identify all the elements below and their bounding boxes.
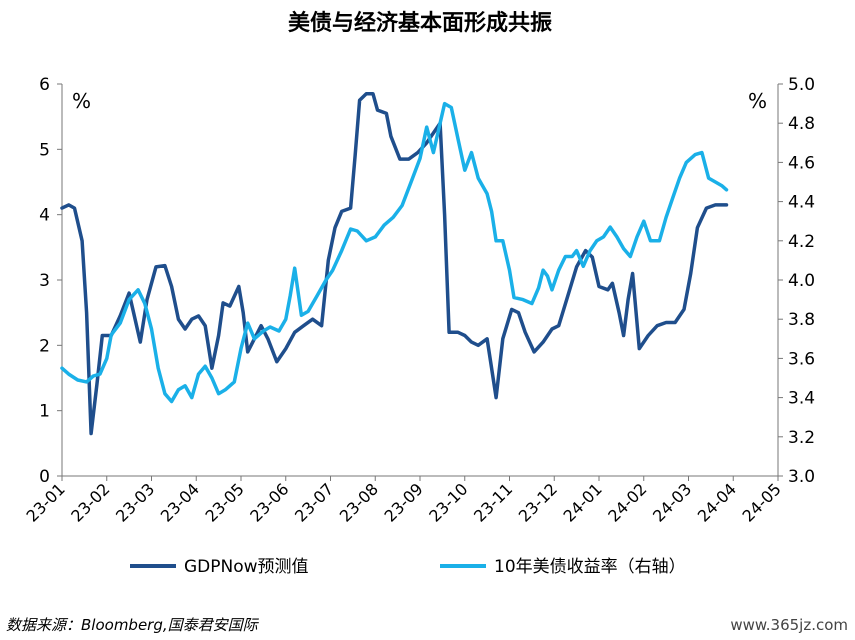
plot-area: 0 1 2 3 4 5 6 3.0 3.2 3.4 3.6 3.8 4.0 4.2 4.4 4.6 4.8 5.0… xyxy=(23,75,816,526)
x-tick-label: 23-08 xyxy=(336,479,382,525)
x-tick-label: 23-02 xyxy=(67,479,113,525)
right-tick-label: 3.2 xyxy=(788,428,815,448)
left-tick-label: 5 xyxy=(39,140,50,160)
left-tick-label: 1 xyxy=(39,402,50,422)
legend: GDPNow预测值 10年美债收益率（右轴） xyxy=(130,557,686,577)
right-tick-label: 4.6 xyxy=(788,153,815,173)
source-note: 数据来源：Bloomberg,国泰君安国际 xyxy=(6,616,260,634)
x-tick-label: 23-07 xyxy=(291,479,337,525)
x-tick-label: 24-05 xyxy=(739,479,785,525)
x-tick-label: 24-04 xyxy=(694,479,740,525)
x-tick-label: 23-04 xyxy=(157,479,203,525)
right-tick-label: 5.0 xyxy=(788,75,815,95)
x-tick-label: 23-10 xyxy=(425,479,471,525)
left-tick-label: 3 xyxy=(39,271,50,291)
x-tick-label: 23-03 xyxy=(112,479,158,525)
right-tick-label: 4.8 xyxy=(788,114,815,134)
x-tick-label: 24-03 xyxy=(649,479,695,525)
left-tick-label: 6 xyxy=(39,75,50,95)
x-tick-label: 24-01 xyxy=(560,479,606,525)
series-line-gdpnow xyxy=(60,92,729,436)
right-axis-unit: % xyxy=(748,89,767,113)
watermark: www.365jz.com xyxy=(730,616,848,634)
x-tick-label: 24-02 xyxy=(604,479,650,525)
right-tick-label: 3.0 xyxy=(788,467,815,487)
right-tick-label: 3.6 xyxy=(788,349,815,369)
left-tick-label: 0 xyxy=(39,467,50,487)
right-tick-label: 4.4 xyxy=(788,193,815,213)
x-tick-label: 23-12 xyxy=(515,479,561,525)
x-tick-label: 23-06 xyxy=(246,479,292,525)
legend-label-treasury: 10年美债收益率（右轴） xyxy=(494,557,686,577)
left-tick-label: 4 xyxy=(39,206,50,226)
series-line-treasury xyxy=(60,101,729,404)
x-tick-label: 23-05 xyxy=(202,479,248,525)
right-tick-label: 4.2 xyxy=(788,232,815,252)
right-tick-label: 4.0 xyxy=(788,271,815,291)
left-tick-label: 2 xyxy=(39,336,50,356)
x-tick-label: 23-09 xyxy=(381,479,427,525)
right-tick-label: 3.8 xyxy=(788,310,815,330)
left-axis-unit: % xyxy=(72,89,91,113)
chart-title: 美债与经济基本面形成共振 xyxy=(288,10,552,36)
legend-label-gdpnow: GDPNow预测值 xyxy=(184,557,309,577)
x-tick-label: 23-11 xyxy=(470,479,516,525)
right-tick-label: 3.4 xyxy=(788,389,815,409)
